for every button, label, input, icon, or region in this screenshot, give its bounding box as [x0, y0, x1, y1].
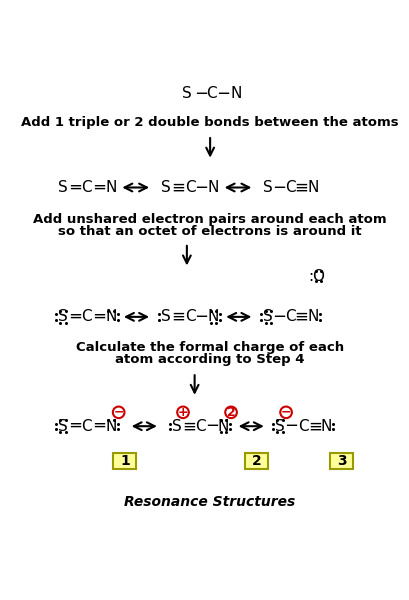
Text: Add 1 triple or 2 double bonds between the atoms: Add 1 triple or 2 double bonds between t…	[21, 116, 398, 128]
Text: 3: 3	[336, 454, 346, 468]
Text: N: N	[307, 310, 318, 325]
Text: ═: ═	[94, 417, 104, 435]
Text: N: N	[229, 86, 241, 101]
Text: C: C	[206, 86, 216, 101]
FancyBboxPatch shape	[113, 453, 136, 469]
Text: ≡: ≡	[182, 417, 196, 435]
Text: Calculate the formal charge of each: Calculate the formal charge of each	[76, 341, 343, 354]
Text: ─: ─	[218, 85, 228, 103]
Text: ≡: ≡	[171, 179, 185, 196]
Text: atom according to Step 4: atom according to Step 4	[115, 353, 304, 366]
Text: N: N	[217, 419, 229, 434]
Text: ─: ─	[286, 417, 296, 435]
Text: C: C	[297, 419, 308, 434]
Text: ─: ─	[274, 179, 283, 196]
Text: ═: ═	[94, 308, 104, 326]
Text: S: S	[58, 419, 67, 434]
Text: S: S	[263, 310, 272, 325]
Text: O: O	[312, 269, 324, 284]
Text: C: C	[81, 180, 92, 195]
Text: 2: 2	[226, 406, 235, 419]
Text: 2: 2	[251, 454, 261, 468]
Text: ═: ═	[94, 179, 104, 196]
Text: S: S	[182, 86, 191, 101]
Text: N: N	[105, 310, 116, 325]
Text: S: S	[171, 419, 181, 434]
Text: so that an octet of electrons is around it: so that an octet of electrons is around …	[58, 225, 361, 238]
Text: N: N	[307, 180, 318, 195]
Text: −: −	[280, 406, 291, 419]
Text: −: −	[113, 406, 124, 419]
Text: ─: ─	[196, 85, 205, 103]
Text: N: N	[207, 180, 218, 195]
Text: ─: ─	[196, 179, 206, 196]
Text: ═: ═	[70, 417, 80, 435]
Text: N: N	[105, 419, 116, 434]
Text: ≡: ≡	[307, 417, 321, 435]
Text: ─: ─	[196, 308, 206, 326]
Text: S: S	[58, 310, 67, 325]
Text: S: S	[161, 310, 171, 325]
Text: Add unshared electron pairs around each atom: Add unshared electron pairs around each …	[33, 214, 386, 226]
Text: ≡: ≡	[294, 308, 308, 326]
FancyBboxPatch shape	[245, 453, 267, 469]
Text: C: C	[284, 310, 294, 325]
Text: ─: ─	[207, 417, 217, 435]
Text: ≡: ≡	[294, 179, 308, 196]
Text: ═: ═	[70, 308, 80, 326]
Text: S: S	[274, 419, 284, 434]
Text: S: S	[161, 180, 171, 195]
Text: +: +	[177, 406, 188, 419]
Text: C: C	[284, 180, 294, 195]
FancyBboxPatch shape	[329, 453, 353, 469]
Text: N: N	[105, 180, 116, 195]
Text: :: :	[308, 269, 312, 284]
Text: C: C	[184, 180, 195, 195]
Text: 1: 1	[120, 454, 129, 468]
Text: S: S	[263, 180, 272, 195]
Text: Resonance Structures: Resonance Structures	[124, 494, 295, 509]
Text: N: N	[207, 310, 218, 325]
Text: ─: ─	[274, 308, 283, 326]
Text: N: N	[320, 419, 331, 434]
Text: C: C	[184, 310, 195, 325]
Text: C: C	[81, 419, 92, 434]
Text: S: S	[58, 180, 67, 195]
Text: C: C	[81, 310, 92, 325]
Text: C: C	[195, 419, 206, 434]
Text: ═: ═	[70, 179, 80, 196]
Text: ≡: ≡	[171, 308, 185, 326]
